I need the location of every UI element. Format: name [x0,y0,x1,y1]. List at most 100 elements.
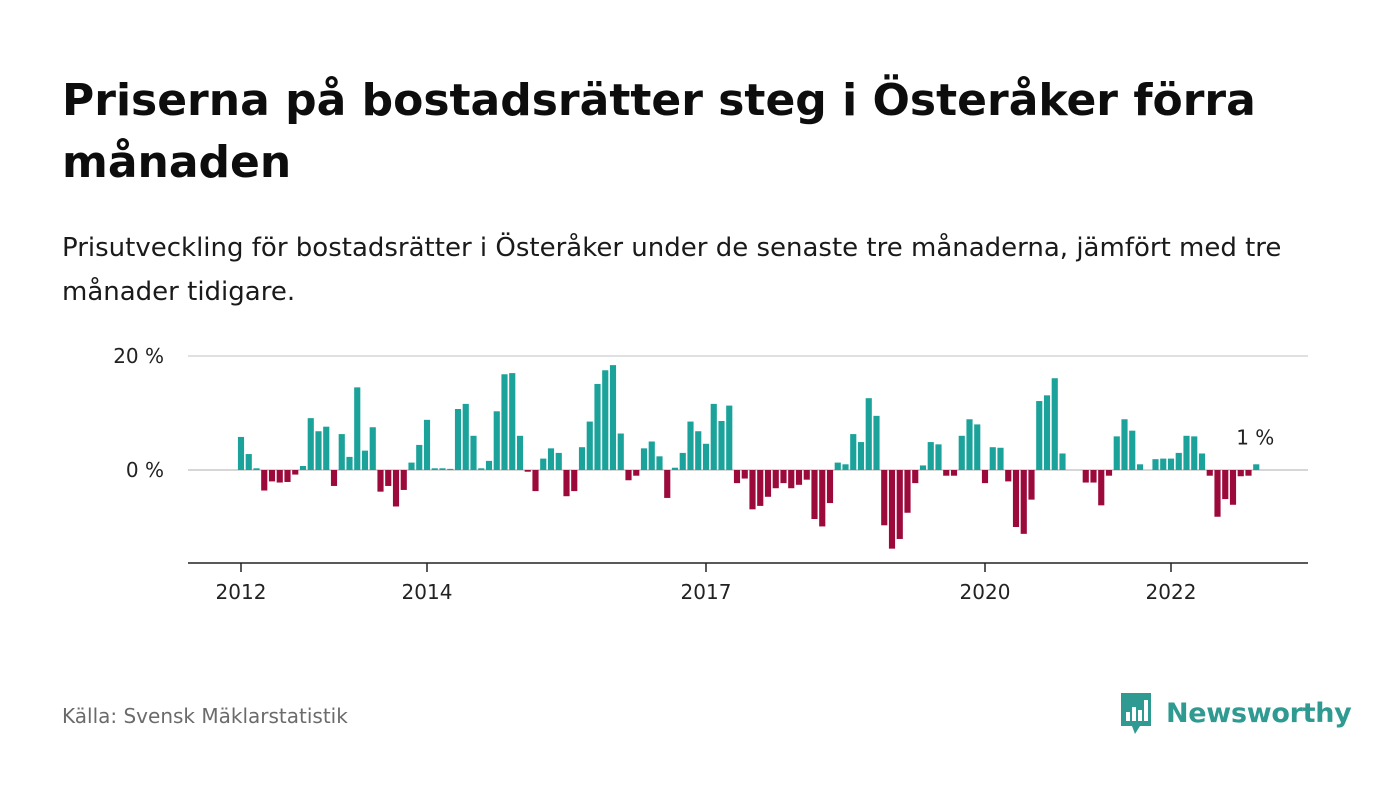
bar [1051,378,1058,470]
bar [919,465,927,470]
bar [447,468,454,470]
bar [896,470,903,539]
bar [1020,470,1027,534]
bar [307,418,314,470]
bar [555,452,562,470]
bar [927,442,934,470]
bar [679,452,686,470]
bar [1129,430,1136,470]
bar [315,431,322,470]
bar-chart: 0 % 20 % 2012 2014 2017 2020 2022 1 % [113,344,1308,604]
bar [633,470,640,476]
bar [416,444,423,470]
bar [1175,452,1182,470]
bar [772,470,779,489]
bar [741,470,748,479]
bar [834,462,841,470]
bar [671,467,679,470]
bar [757,470,764,506]
bar [904,470,911,513]
bar [935,444,942,470]
bar [609,365,617,470]
bar [261,470,268,491]
bar [462,403,469,470]
bar [1136,464,1144,470]
bar [563,470,570,497]
bar [338,434,345,470]
bar [625,470,632,481]
bar [710,403,717,470]
bar [718,420,725,470]
bar [253,468,260,470]
bar [292,470,299,475]
bar [1222,470,1229,500]
bar [1229,470,1237,505]
bar [524,470,531,472]
bar [1198,453,1206,470]
bar [850,434,857,470]
bar [640,448,648,470]
bar [1167,458,1175,470]
bar [1059,453,1066,470]
bar [958,435,965,470]
bar [602,370,609,470]
bar [656,456,663,470]
bar [1214,470,1221,517]
bar [361,450,369,470]
bar [330,470,338,486]
bar [1191,436,1198,470]
bar [392,470,400,507]
bar [470,435,477,470]
bar [354,387,361,470]
bar [323,426,330,470]
bar [369,427,376,470]
bar [245,454,252,470]
bar [1043,395,1051,470]
bar [726,405,733,470]
bar [989,447,996,470]
source-note: Källa: Svensk Mäklarstatistik [62,704,348,728]
bar [803,470,810,480]
last-value-annotation: 1 % [1236,425,1274,449]
bar [819,470,826,527]
bar [547,448,555,470]
bar [943,470,950,476]
x-tick-label: 2014 [402,580,453,604]
bar [276,470,283,483]
bar [1098,470,1105,506]
bar [950,470,958,476]
bar [493,411,500,470]
bar [811,470,818,520]
x-tick-label: 2012 [216,580,267,604]
bar [981,470,989,484]
bar [237,436,245,470]
bar [1090,470,1097,483]
bar [439,468,446,470]
bar [1183,435,1190,470]
bar [695,431,702,470]
bar [1152,459,1159,470]
bar [284,470,291,482]
bar [997,447,1004,470]
bar [485,460,493,470]
y-tick-label: 0 % [126,458,164,482]
brand-name: Newsworthy [1166,697,1352,729]
bar [1012,470,1020,527]
bar [1005,470,1012,482]
bar [454,409,462,470]
axes: 0 % 20 % 2012 2014 2017 2020 2022 1 % [113,344,1308,604]
bar [571,470,578,492]
bar [299,466,307,470]
bar [1237,470,1244,477]
bar [1105,470,1113,476]
bar [974,424,981,470]
newsworthy-logo[interactable]: Newsworthy [1118,690,1352,736]
chart-subtitle: Prisutveckling för bostadsrätter i Öster… [62,233,1282,307]
bar [1206,470,1213,476]
bar [1036,401,1043,470]
bar [664,470,671,498]
bar [385,470,392,486]
bar [888,470,896,549]
bar [873,415,880,470]
bar [509,373,516,470]
